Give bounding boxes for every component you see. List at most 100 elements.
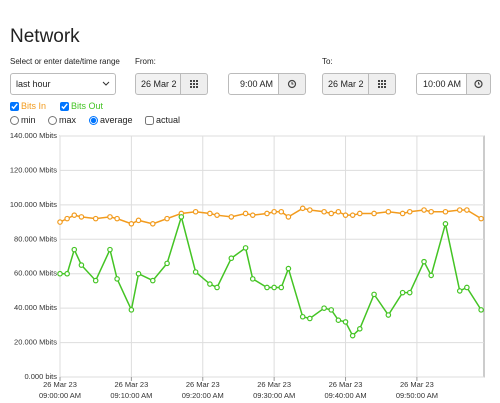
data-point [149, 277, 156, 284]
data-point [57, 219, 63, 225]
data-point [242, 245, 249, 251]
data-point [278, 284, 285, 291]
y-tick-label: 60.000 Mbits [14, 269, 57, 278]
checkbox[interactable] [60, 101, 69, 111]
actual-toggle[interactable]: actual [145, 115, 180, 125]
from-date-button[interactable] [180, 73, 208, 95]
data-point [164, 215, 170, 222]
checkbox[interactable] [10, 101, 19, 111]
to-date-button[interactable] [368, 73, 396, 95]
y-tick-label: 120.000 Mbits [10, 165, 57, 174]
data-point [207, 281, 213, 287]
data-point [464, 207, 470, 213]
data-point [478, 215, 484, 222]
dropdown-arrow [102, 81, 110, 86]
data-point [207, 210, 213, 217]
data-point [192, 269, 199, 275]
data-point [264, 284, 270, 291]
x-tick-label: 26 Mar 23 [43, 380, 77, 389]
data-point [421, 207, 427, 213]
x-tick-label: 09:40:00 AM [324, 391, 366, 400]
data-point [442, 208, 449, 215]
x-tick-label: 09:50:00 AM [396, 391, 438, 400]
from-time-button[interactable] [278, 73, 306, 95]
legend-toggle[interactable]: Bits In [10, 101, 46, 111]
to-time-button[interactable] [466, 73, 491, 95]
data-point [385, 208, 392, 215]
x-tick-label: 26 Mar 23 [114, 380, 148, 389]
data-point [342, 212, 349, 218]
page-title: Network [10, 26, 80, 47]
clock-icon [287, 79, 297, 89]
mode-radio[interactable]: average [89, 115, 133, 125]
data-point [328, 210, 335, 217]
y-tick-label: 100.000 Mbits [10, 200, 57, 209]
radio[interactable] [89, 115, 98, 125]
range-select-text: last hour [16, 79, 51, 89]
from-time-input[interactable]: 9:00 AM [228, 73, 279, 95]
data-point [328, 307, 335, 313]
data-point [64, 270, 70, 277]
legend-label: Bits In [21, 101, 47, 111]
data-point [442, 220, 449, 227]
data-point [356, 325, 363, 332]
data-point [342, 319, 349, 325]
to-label: To: [322, 57, 333, 66]
from-date-input[interactable]: 26 Mar 2 [135, 73, 181, 95]
data-point [271, 208, 277, 215]
data-point [78, 262, 85, 268]
x-tick-label: 26 Mar 23 [257, 380, 291, 389]
data-point [214, 212, 220, 218]
data-point [149, 220, 156, 227]
data-point [307, 315, 313, 322]
y-tick-label: 140.000 Mbits [10, 131, 57, 140]
x-tick-label: 26 Mar 23 [329, 380, 363, 389]
data-point [321, 305, 327, 311]
data-point [135, 217, 142, 224]
radio[interactable] [10, 115, 19, 125]
data-point [349, 212, 356, 218]
checkbox[interactable] [145, 115, 154, 125]
x-tick-label: 09:20:00 AM [182, 391, 224, 400]
mode-radio[interactable]: min [10, 115, 36, 125]
data-point [57, 270, 63, 277]
calendar-icon [378, 80, 386, 88]
range-select[interactable]: last hour [10, 73, 116, 95]
data-point [71, 212, 78, 218]
data-point [249, 212, 256, 218]
data-point [335, 317, 342, 323]
data-point [271, 284, 277, 291]
y-tick-label: 80.000 Mbits [14, 234, 57, 243]
data-point [349, 332, 356, 339]
range-label: Select or enter date/time range [10, 57, 120, 66]
mode-radio[interactable]: max [48, 115, 76, 125]
data-point [249, 276, 256, 282]
data-point [356, 210, 363, 217]
x-tick-label: 26 Mar 23 [186, 380, 220, 389]
data-point [307, 207, 313, 213]
data-point [406, 208, 413, 215]
data-point [242, 210, 249, 217]
data-point [135, 270, 142, 277]
data-point [114, 276, 120, 282]
data-point [285, 265, 292, 272]
data-point [178, 214, 185, 220]
data-point [71, 246, 78, 253]
data-point [399, 289, 406, 296]
data-point [92, 215, 99, 222]
series-line [60, 214, 482, 337]
data-point [107, 214, 113, 220]
data-point [385, 312, 392, 318]
y-tick-label: 40.000 Mbits [14, 303, 57, 312]
data-point [64, 215, 70, 222]
data-point [214, 284, 220, 291]
data-point [128, 220, 135, 227]
actual-label: actual [156, 115, 181, 125]
x-tick-label: 09:00:00 AM [39, 391, 81, 400]
legend-toggle[interactable]: Bits Out [60, 101, 103, 111]
radio[interactable] [48, 115, 57, 125]
data-point [321, 208, 327, 215]
series-line [59, 207, 482, 225]
data-point [371, 291, 377, 298]
data-point [456, 207, 463, 213]
